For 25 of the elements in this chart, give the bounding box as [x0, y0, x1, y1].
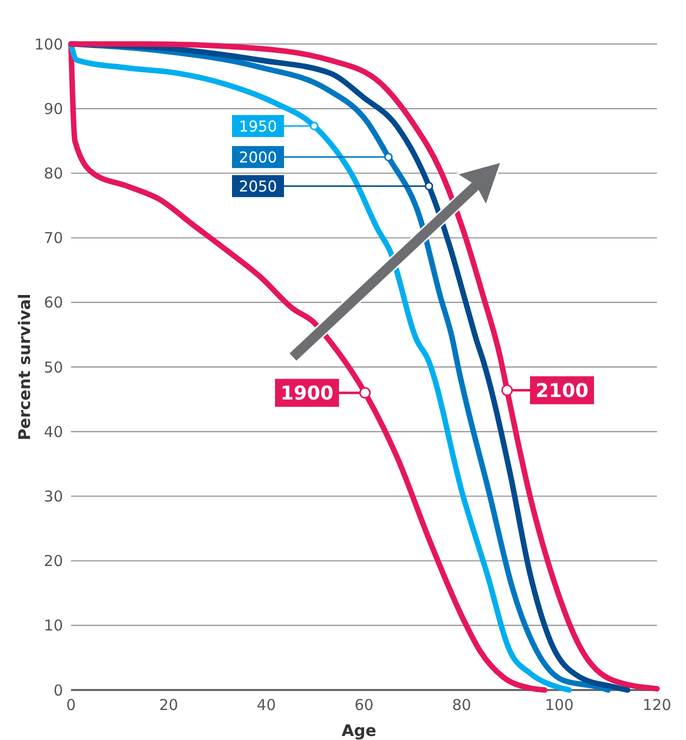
x-tick-label: 20: [159, 696, 178, 714]
x-tick-label: 120: [642, 696, 672, 714]
y-tick-label: 30: [44, 487, 63, 506]
x-tick-label: 100: [545, 696, 574, 714]
y-tick-label: 70: [44, 229, 63, 248]
legend-label: 1900: [280, 382, 334, 405]
text: 2000: [238, 148, 278, 166]
legend-label: 1950: [238, 117, 278, 136]
y-tick-label: 40: [44, 422, 63, 441]
text: 2050: [238, 178, 278, 196]
y-tick-label: 50: [44, 358, 63, 376]
y-tick-label: 100: [34, 35, 63, 54]
x-tick-label: 60: [354, 696, 374, 714]
series-label: 2100: [536, 380, 588, 402]
y-tick-label: 0: [53, 681, 63, 700]
x-tick-label: 80: [452, 696, 472, 714]
y-tick-label: 20: [44, 552, 63, 570]
y-axis-title: Percent survival: [15, 294, 34, 440]
y-tick-label: 60: [44, 294, 63, 312]
x-axis-title: Age: [342, 721, 376, 740]
y-tick-label: 80: [44, 164, 63, 182]
y-tick-label: 10: [44, 616, 63, 635]
y-tick-label: 90: [44, 100, 63, 118]
x-tick-label: 40: [256, 696, 276, 714]
x-tick-label: 0: [66, 696, 76, 714]
